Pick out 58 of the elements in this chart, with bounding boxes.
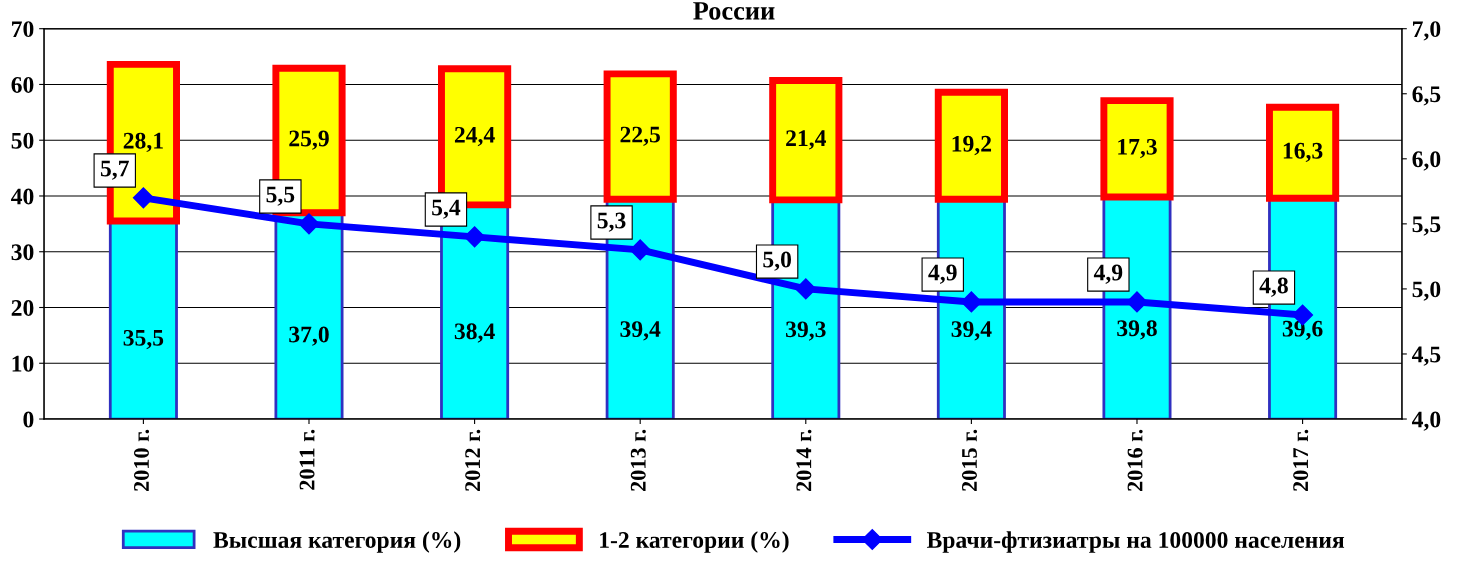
- y-tick-label: 60: [11, 76, 34, 93]
- point: [132, 187, 154, 209]
- data-label: 5,4: [432, 199, 461, 219]
- x-tick-label: 2016 г.: [1127, 429, 1143, 491]
- data-label: 19,2: [952, 135, 992, 156]
- point: [795, 278, 817, 300]
- data-label: 5,3: [597, 212, 626, 232]
- point: [298, 213, 320, 235]
- legend-label: 1-2 категории (%): [600, 531, 789, 553]
- y2-tick-label: 7,0: [1413, 21, 1441, 41]
- y2-tick-label: 4,5: [1411, 346, 1441, 366]
- data-label: 25,9: [289, 130, 329, 150]
- y-tick-label: 50: [11, 132, 34, 149]
- x-tick-label: 2017 г.: [1293, 429, 1309, 491]
- x-tick-label: 2014 г.: [796, 429, 812, 491]
- data-label: 5,7: [100, 160, 129, 180]
- y2-tick-label: 5,5: [1412, 216, 1441, 236]
- point: [1126, 291, 1148, 313]
- data-label: 17,3: [1118, 138, 1157, 159]
- data-label: 39,3: [786, 321, 826, 341]
- y-tick-label: 10: [12, 355, 34, 372]
- chart-title: России: [693, 2, 775, 20]
- point: [629, 239, 651, 261]
- data-label: 21,4: [786, 130, 827, 150]
- y-tick-label: 30: [11, 244, 34, 261]
- data-label: 24,4: [454, 126, 495, 147]
- data-label: 28,1: [123, 132, 163, 153]
- y2-tick-label: 6,0: [1412, 151, 1441, 171]
- data-label: 35,5: [123, 329, 164, 350]
- x-tick-label: 2011 г.: [299, 429, 315, 490]
- x-tick-label: 2013 г.: [630, 429, 646, 491]
- x-tick-label: 2012 г.: [465, 429, 481, 491]
- legend-label: Врачи-фтизиатры на 100000 населения: [926, 531, 1345, 553]
- data-label: 39,4: [951, 321, 992, 341]
- x-tick-label: 2010 г.: [133, 429, 150, 491]
- y2-tick-label: 5,0: [1412, 281, 1441, 301]
- data-label: 4,9: [928, 264, 957, 284]
- y2-tick-label: 4,0: [1411, 411, 1441, 431]
- data-label: 39,6: [1282, 320, 1323, 341]
- data-label: 5,0: [763, 251, 791, 271]
- y-tick-label: 0: [23, 411, 34, 428]
- point: [960, 291, 982, 313]
- point: [464, 226, 486, 248]
- x-tick-label: 2015 г.: [961, 429, 978, 491]
- y-tick-label: 70: [12, 21, 34, 38]
- legend-label: Высшая категория (%): [213, 531, 461, 553]
- y-tick-label: 40: [11, 188, 34, 205]
- data-label: 16,3: [1283, 142, 1323, 163]
- data-label: 39,4: [620, 321, 661, 341]
- y2-tick-label: 6,5: [1412, 86, 1441, 106]
- data-label: 5,5: [266, 186, 295, 206]
- data-label: 22,5: [620, 126, 660, 146]
- y-tick-label: 20: [11, 299, 34, 316]
- data-label: 4,8: [1259, 277, 1288, 297]
- data-label: 4,9: [1093, 264, 1123, 284]
- data-label: 38,4: [454, 323, 495, 343]
- data-label: 39,8: [1117, 320, 1157, 340]
- data-label: 37,0: [289, 326, 329, 346]
